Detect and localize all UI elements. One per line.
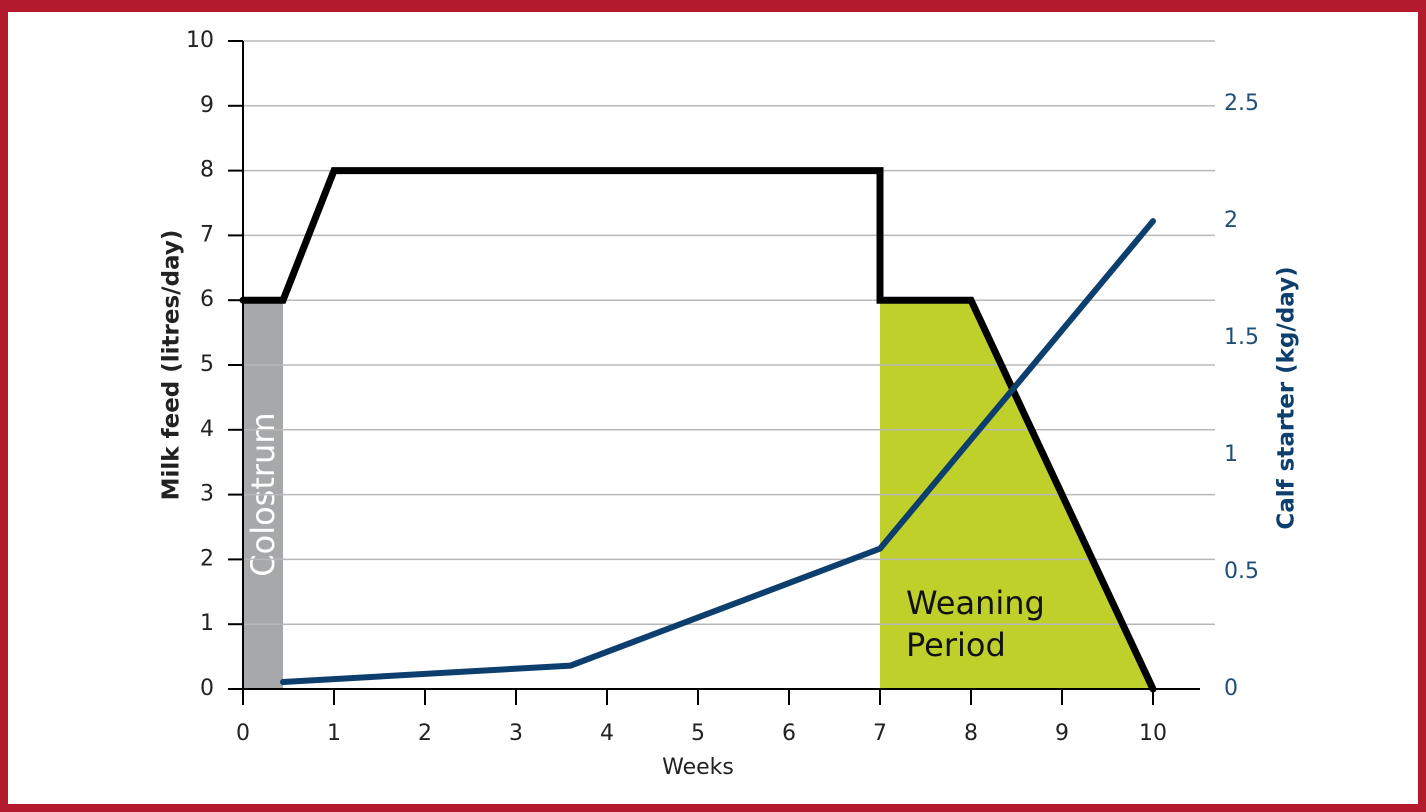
- x-tick-label: 0: [236, 721, 250, 746]
- y2-tick-label: 1.5: [1224, 325, 1259, 350]
- x-axis-label: Weeks: [662, 755, 734, 780]
- line: [239, 167, 1157, 693]
- x-tick-label: 10: [1139, 721, 1167, 746]
- y-tick-label: 10: [186, 28, 214, 53]
- x-tick-label: 5: [691, 721, 705, 746]
- area-label: Period: [906, 626, 1006, 664]
- axes: 0 1 2 3 4 5 6 7 8 9 10 0 0.5 1 1.5 2 2.5 0 1 2 3 4 5 6 7 8 9 10: [186, 28, 1259, 746]
- y2-tick-label: 0.5: [1224, 559, 1259, 584]
- y2-tick-label: 2: [1224, 208, 1238, 233]
- y-tick-label: 2: [200, 546, 214, 571]
- y-tick-label: 1: [200, 611, 214, 636]
- y2-tick-label: 2.5: [1224, 91, 1259, 116]
- x-tick-label: 1: [327, 721, 341, 746]
- y2-tick-label: 1: [1224, 442, 1238, 467]
- y2-tick-label: 0: [1224, 676, 1238, 701]
- background: [8, 12, 1418, 804]
- line: [280, 218, 1156, 685]
- x-tick-label: 4: [600, 721, 614, 746]
- y-tick-label: 3: [200, 482, 214, 507]
- y-tick-label: 0: [200, 676, 214, 701]
- x-tick-label: 7: [873, 721, 887, 746]
- area-label: Weaning: [906, 584, 1045, 622]
- x-tick-label: 6: [782, 721, 796, 746]
- x-tick-label: 8: [964, 721, 978, 746]
- x-tick-label: 3: [509, 721, 523, 746]
- y-tick-label: 7: [200, 222, 214, 247]
- x-tick-label: 9: [1055, 721, 1069, 746]
- y-tick-label: 5: [200, 352, 214, 377]
- y-tick-label: 4: [200, 417, 214, 442]
- y-axis-label: Milk feed (litres/day): [159, 230, 185, 501]
- y-tick-label: 9: [200, 93, 214, 118]
- lines: [239, 167, 1157, 693]
- y-tick-label: 8: [200, 158, 214, 183]
- y2-axis-label: Calf starter (kg/day): [1274, 266, 1300, 529]
- x-tick-label: 2: [418, 721, 432, 746]
- y-tick-label: 6: [200, 287, 214, 312]
- grid: [243, 40, 1215, 625]
